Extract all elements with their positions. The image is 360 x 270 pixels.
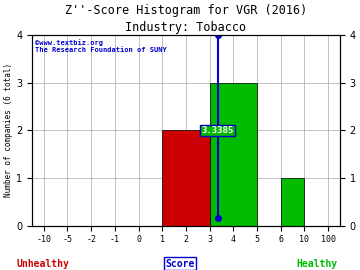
Text: Score: Score	[165, 259, 195, 269]
Bar	[210, 83, 257, 225]
Bar	[162, 130, 210, 225]
Text: 3.3385: 3.3385	[202, 126, 234, 135]
Text: ©www.textbiz.org
The Research Foundation of SUNY: ©www.textbiz.org The Research Foundation…	[35, 39, 167, 53]
Text: Unhealthy: Unhealthy	[17, 259, 69, 269]
Title: Z''-Score Histogram for VGR (2016)
Industry: Tobacco: Z''-Score Histogram for VGR (2016) Indus…	[65, 4, 307, 34]
Text: Healthy: Healthy	[296, 259, 337, 269]
Bar	[281, 178, 304, 225]
Y-axis label: Number of companies (6 total): Number of companies (6 total)	[4, 63, 13, 197]
